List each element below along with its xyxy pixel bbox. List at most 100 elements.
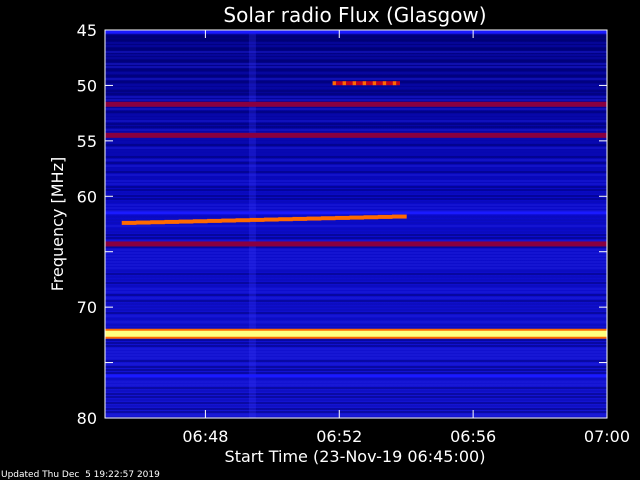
texture-row [105,189,607,191]
texture-row [105,315,607,317]
texture-row [105,90,607,92]
texture-row [105,195,607,197]
x-tick-label: 07:00 [584,427,630,446]
streak-mark [363,215,379,220]
y-tick-label: 45 [77,21,97,40]
texture-row [105,312,607,314]
streak-mark [320,216,336,221]
texture-row [105,87,607,89]
texture-row [105,264,607,266]
texture-row [105,249,607,251]
texture-row [105,39,607,41]
texture-row [105,363,607,365]
texture-row [105,93,607,95]
texture-row [105,399,607,401]
texture-row [105,366,607,368]
plot-area [105,30,607,418]
texture-row [105,204,607,206]
streak-mark [249,217,265,222]
x-tick-label: 06:52 [316,427,362,446]
streak-mark [359,81,364,86]
texture-row [105,267,607,269]
plot-frame [104,29,608,419]
texture-row [105,141,607,143]
texture-row [105,342,607,344]
streak-mark [362,81,367,86]
texture-row [105,138,607,140]
texture-row [105,78,607,80]
band-mark [105,211,607,215]
texture-row [105,396,607,398]
texture-row [105,234,607,236]
texture-row [105,297,607,299]
texture-row [105,111,607,113]
streak-mark [391,214,407,219]
streak-mark [150,220,165,225]
streak-mark [192,219,208,224]
streak-mark [135,220,151,225]
texture-row [105,348,607,350]
streak-mark [121,220,137,225]
texture-row [105,207,607,209]
texture-row [105,129,607,131]
streak-mark [342,81,347,86]
streak-mark [349,215,365,220]
texture-row [105,144,607,146]
texture-row [105,300,607,302]
streak-mark [332,81,337,86]
texture-row [105,42,607,44]
y-tick-label: 60 [77,187,97,206]
texture-row [105,288,607,290]
x-tick-label: 06:56 [450,427,496,446]
x-tick-label: 06:48 [182,427,228,446]
texture-row [105,282,607,284]
streak-mark [392,81,397,86]
texture-row [105,237,607,239]
texture-row [105,390,607,392]
texture-row [105,150,607,152]
streak-mark [178,219,194,224]
band-mark [105,374,607,378]
x-axis: 06:48 06:52 06:56 07:00 [182,30,630,446]
y-tick-label: 55 [77,132,97,151]
texture-column [248,30,256,418]
streak-mark [352,81,357,86]
texture-row [105,261,607,263]
texture-row [105,114,607,116]
texture-row [105,156,607,158]
texture-row [105,402,607,404]
texture-row [105,339,607,341]
texture-row [105,126,607,128]
texture-row [105,351,607,353]
updated-timestamp: Updated Thu Dec 5 19:22:57 2019 [1,470,160,480]
texture-row [105,222,607,224]
texture-row [105,174,607,176]
texture-row [105,201,607,203]
texture-row [105,378,607,380]
texture-row [105,309,607,311]
texture-row [105,99,607,101]
streak-mark [345,81,350,86]
texture-row [105,381,607,383]
streak-mark [382,81,387,86]
texture-row [105,54,607,56]
texture-row [105,321,607,323]
texture-row [105,120,607,122]
texture-row [105,393,607,395]
texture-row [105,45,607,47]
streak-mark [263,217,279,222]
texture-row [105,162,607,164]
streak-mark [306,216,322,221]
streak-mark [379,81,384,86]
texture-row [105,36,607,38]
texture-row [105,246,607,248]
texture-row [105,414,607,416]
texture-row [105,228,607,230]
texture-row [105,294,607,296]
texture-row [105,171,607,173]
texture-row [105,168,607,170]
streak-mark [366,81,370,86]
y-axis-label: Frequency [MHz] [48,157,67,291]
y-tick-label: 50 [77,76,97,95]
